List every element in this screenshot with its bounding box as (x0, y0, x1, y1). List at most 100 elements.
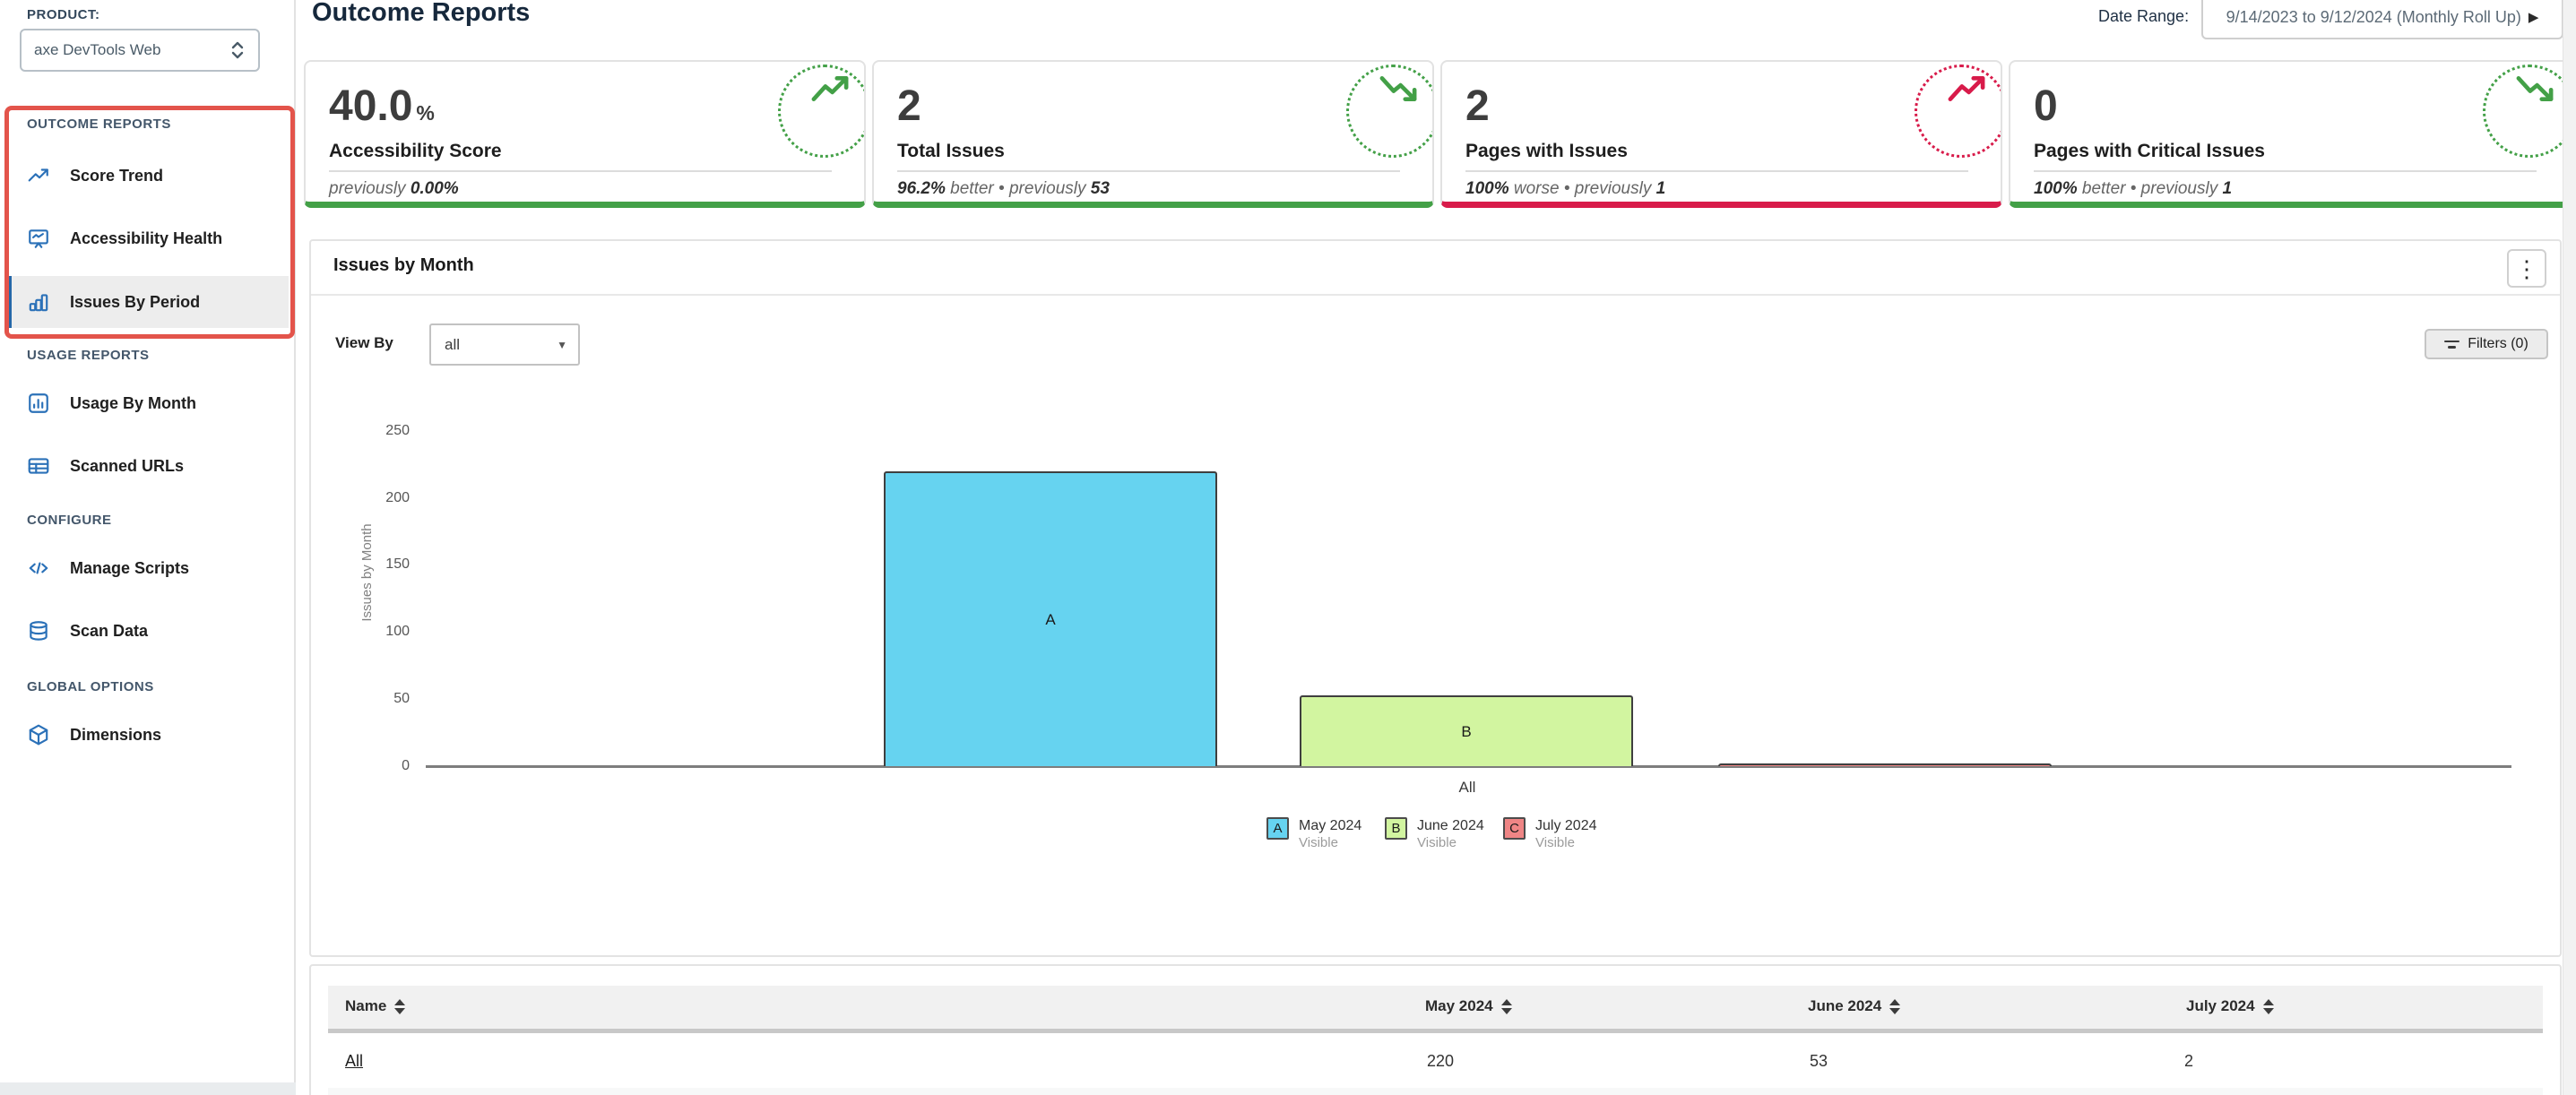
bar-label: A (1045, 610, 1056, 628)
presentation-chart-icon (29, 229, 48, 248)
sort-icon (2262, 998, 2274, 1014)
filters-button[interactable]: Filters (0) (2425, 329, 2548, 359)
bar-june-2024[interactable]: B (1300, 695, 1633, 766)
kpi-value: 0 (2034, 82, 2058, 130)
column-header-name[interactable]: Name (345, 994, 406, 1019)
vertical-scrollbar[interactable] (2563, 0, 2576, 1095)
sidebar-item-scan-data[interactable]: Scan Data (5, 606, 289, 656)
table-cell-may: 220 (1427, 1052, 1455, 1070)
trend-arrow-icon (2515, 74, 2554, 103)
y-tick: 0 (402, 758, 410, 773)
sidebar-item-dimensions[interactable]: Dimensions (5, 710, 289, 760)
sidebar-item-manage-scripts[interactable]: Manage Scripts (5, 543, 289, 593)
filter-icon (2444, 340, 2460, 349)
bar-july-2024[interactable]: C (1718, 763, 2052, 766)
database-icon (30, 621, 48, 641)
y-tick: 250 (385, 423, 410, 438)
kpi-divider (2034, 170, 2537, 172)
kpi-value: 40.0% (329, 82, 435, 130)
kpi-card-pages-with-critical-issues: 0 Pages with Critical Issues 100% better… (2009, 60, 2571, 208)
kpi-card-accessibility-score: 40.0% Accessibility Score previously 0.0… (304, 60, 866, 208)
next-row-hint (328, 1088, 2543, 1095)
kpi-value: 2 (897, 82, 921, 130)
sidebar-item-usage-by-month[interactable]: Usage By Month (5, 378, 289, 428)
y-tick: 100 (385, 624, 410, 639)
legend-text: July 2024 Visible (1535, 818, 1597, 850)
sidebar-item-label: Dimensions (70, 725, 162, 744)
date-range-value: 9/14/2023 to 9/12/2024 (Monthly Roll Up) (2226, 7, 2521, 26)
kpi-divider (1465, 170, 1968, 172)
kpi-label: Accessibility Score (329, 141, 502, 161)
section-title-outcome-reports: OUTCOME REPORTS (27, 116, 171, 132)
page-title: Outcome Reports (312, 0, 531, 27)
legend-text: June 2024 Visible (1417, 818, 1484, 850)
sidebar-item-label: Usage By Month (70, 393, 197, 412)
filters-button-label: Filters (0) (2468, 336, 2528, 351)
issues-by-month-panel: Issues by Month ⋮ View By all ▼ Filters … (309, 239, 2562, 957)
table-header-band (328, 986, 2543, 1033)
sidebar-item-score-trend[interactable]: Score Trend (5, 151, 289, 201)
kpi-divider (897, 170, 1400, 172)
sidebar-item-label: Issues By Period (70, 292, 201, 311)
sort-icon (394, 998, 406, 1014)
x-category-label: All (1458, 779, 1476, 796)
table-cell-july: 2 (2184, 1052, 2194, 1070)
issues-table-panel: Name May 2024 June 2024 July 2024 All 22… (309, 964, 2562, 1095)
table-row-all-link[interactable]: All (345, 1052, 364, 1070)
sidebar-item-accessibility-health[interactable]: Accessibility Health (5, 213, 289, 263)
kpi-unit: % (416, 101, 435, 125)
kpi-subtext: previously 0.00% (329, 179, 459, 198)
sidebar-item-label: Scan Data (70, 621, 149, 640)
legend-item-may-2024[interactable]: A May 2024 Visible (1266, 817, 1361, 852)
kpi-subtext: 96.2% better • previously 53 (897, 179, 1110, 198)
sidebar-item-issues-by-period[interactable]: Issues By Period (5, 276, 289, 328)
panel-menu-button[interactable]: ⋮ (2507, 249, 2546, 288)
section-title-configure: CONFIGURE (27, 513, 112, 528)
sidebar-item-label: Accessibility Health (70, 228, 223, 247)
section-title-global-options: GLOBAL OPTIONS (27, 679, 154, 694)
kpi-card-total-issues: 2 Total Issues 96.2% better • previously… (872, 60, 1434, 208)
chevron-down-icon: ▼ (557, 338, 567, 351)
date-range-button[interactable]: 9/14/2023 to 9/12/2024 (Monthly Roll Up)… (2201, 0, 2563, 39)
kpi-label: Total Issues (897, 141, 1005, 161)
column-header-july-2024[interactable]: July 2024 (2186, 994, 2274, 1019)
column-header-may-2024[interactable]: May 2024 (1425, 994, 1512, 1019)
dotted-circle (2483, 65, 2569, 158)
legend-item-june-2024[interactable]: B June 2024 Visible (1385, 817, 1484, 852)
cube-icon (29, 724, 48, 746)
sidebar-item-label: Score Trend (70, 166, 164, 185)
column-header-june-2024[interactable]: June 2024 (1808, 994, 1901, 1019)
chart-square-icon (29, 393, 48, 413)
legend-swatch: C (1503, 817, 1526, 840)
dotted-circle (1346, 65, 1432, 158)
caret-right-icon: ▶ (2528, 10, 2539, 25)
kpi-label: Pages with Critical Issues (2034, 141, 2265, 161)
panel-divider (311, 294, 2560, 296)
view-by-label: View By (335, 334, 393, 351)
trend-arrow-icon (1947, 74, 1986, 103)
kpi-subtext: 100% better • previously 1 (2034, 179, 2233, 198)
bar-chart-icon (29, 294, 48, 312)
product-select[interactable]: axe DevTools Web (20, 29, 260, 72)
sidebar: PRODUCT: axe DevTools Web OUTCOME REPORT… (0, 0, 296, 1095)
view-by-select[interactable]: all ▼ (429, 323, 580, 366)
sidebar-bottom-strip (0, 1082, 296, 1095)
bar-may-2024[interactable]: A (884, 471, 1217, 766)
trend-arrow-icon (1379, 74, 1418, 103)
sort-icon (1500, 998, 1512, 1014)
product-label: PRODUCT: (27, 7, 100, 22)
kpi-subtext: 100% worse • previously 1 (1465, 179, 1666, 198)
view-by-value: all (445, 335, 461, 353)
y-tick: 150 (385, 556, 410, 572)
up-down-chevron-icon (231, 41, 244, 59)
legend-item-july-2024[interactable]: C July 2024 Visible (1503, 817, 1597, 852)
code-icon (29, 562, 48, 574)
sidebar-item-label: Scanned URLs (70, 456, 185, 475)
sidebar-item-scanned-urls[interactable]: Scanned URLs (5, 441, 289, 491)
legend-text: May 2024 Visible (1299, 818, 1362, 850)
panel-title: Issues by Month (333, 255, 474, 275)
y-tick: 50 (393, 691, 410, 706)
bar-label: B (1461, 722, 1472, 740)
legend-swatch: A (1266, 817, 1289, 840)
trend-arrow-icon (810, 74, 850, 103)
